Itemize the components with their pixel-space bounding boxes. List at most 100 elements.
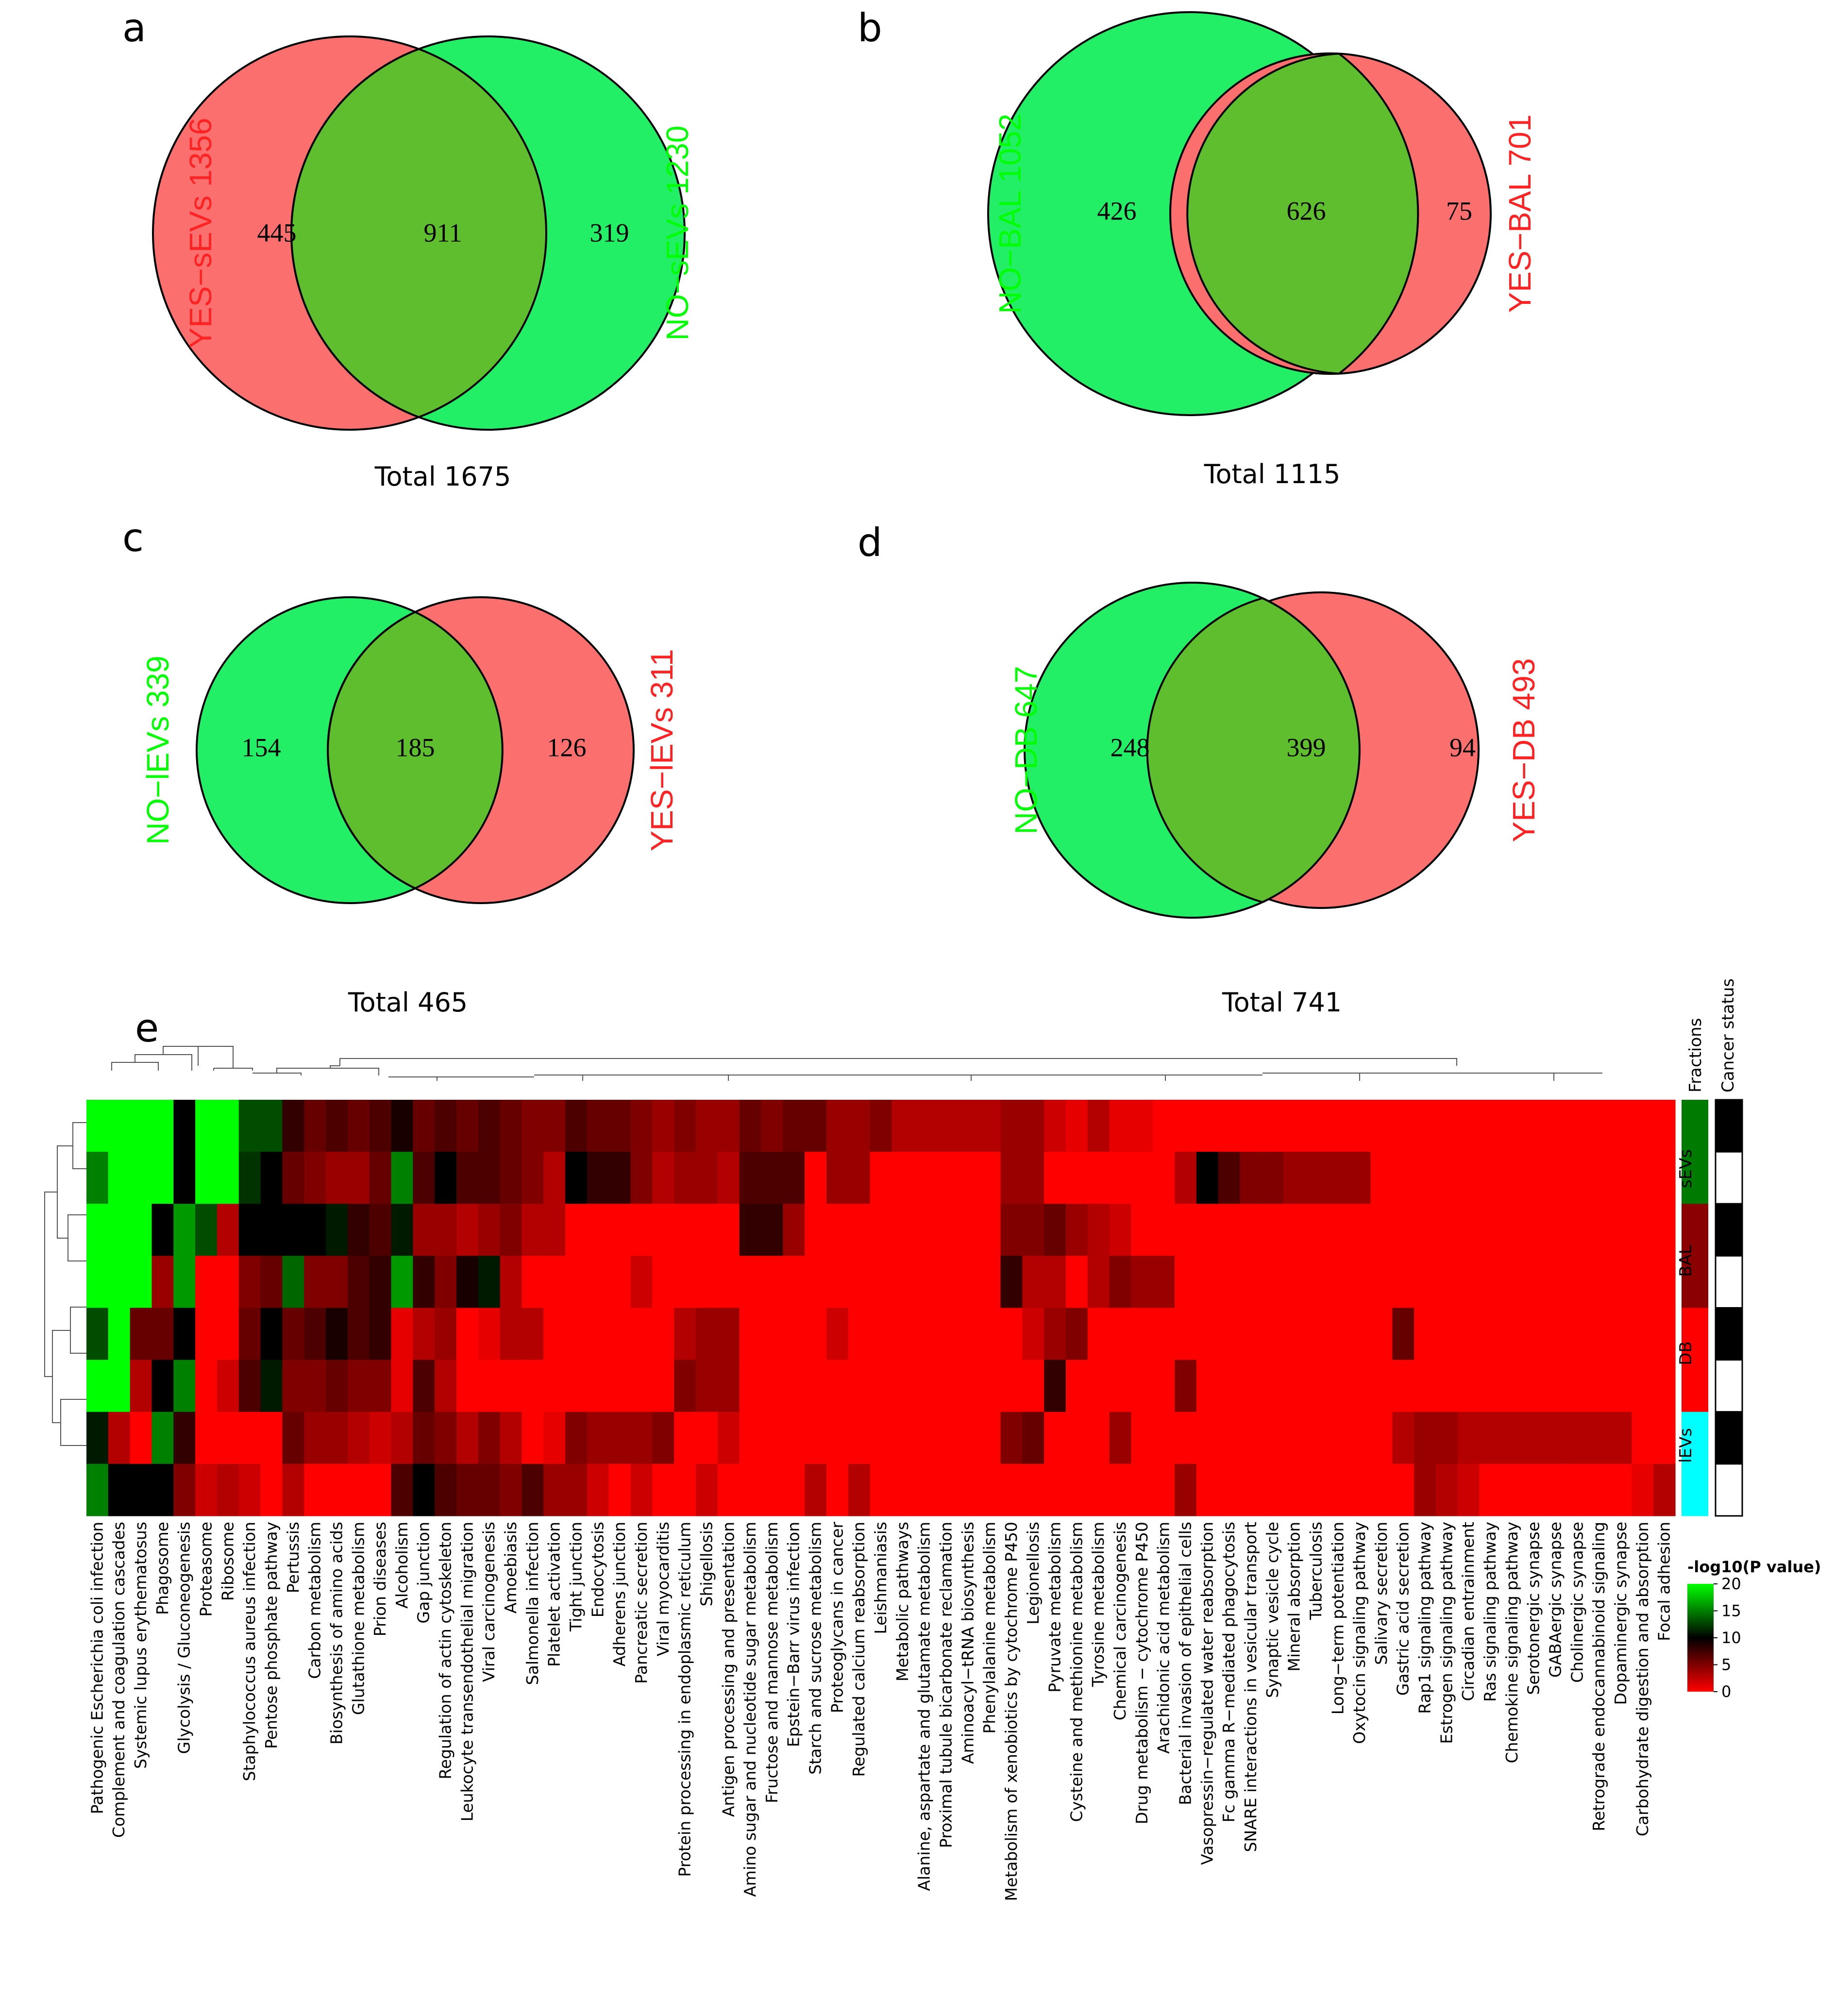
heatmap-cell <box>761 1204 783 1256</box>
heatmap-cell <box>1153 1100 1175 1152</box>
heatmap-col-label: Carbohydrate digestion and absorption <box>1633 1522 1652 1836</box>
heatmap-cell <box>369 1308 392 1361</box>
heatmap-cell <box>173 1360 196 1412</box>
legend-tick-label: 20 <box>1721 1575 1741 1593</box>
heatmap-cell <box>130 1152 152 1204</box>
heatmap-cell <box>369 1360 392 1412</box>
heatmap-col-label: Mineral absorption <box>1285 1522 1304 1672</box>
heatmap-cell <box>957 1411 979 1464</box>
heatmap-cell <box>935 1204 958 1256</box>
heatmap-cell <box>870 1100 892 1152</box>
venn-b-right-label: YES−BAL 701 <box>1502 115 1537 313</box>
heatmap-cell <box>238 1256 261 1309</box>
heatmap-cell <box>1283 1411 1306 1464</box>
heatmap-cell <box>1240 1360 1262 1412</box>
heatmap-cell <box>347 1152 370 1204</box>
heatmap-cell <box>173 1256 196 1309</box>
heatmap-cell <box>304 1152 326 1204</box>
heatmap-cell <box>435 1308 457 1361</box>
heatmap-cell <box>1175 1204 1197 1256</box>
fraction-cell <box>1682 1204 1708 1256</box>
venn-c-left-label: NO−lEVs 339 <box>140 655 175 845</box>
heatmap-cell <box>456 1411 479 1464</box>
heatmap-cell <box>674 1411 696 1464</box>
heatmap-cell <box>522 1256 544 1309</box>
heatmap-cell <box>1109 1256 1132 1309</box>
venn-b-overlap-count: 626 <box>1287 196 1326 225</box>
heatmap-cell <box>935 1360 958 1412</box>
heatmap-cell <box>1218 1204 1241 1256</box>
heatmap-col-label: Glutathione metabolism <box>349 1522 368 1715</box>
heatmap-cell <box>1370 1463 1393 1516</box>
heatmap-cell <box>1153 1308 1175 1361</box>
heatmap-col-label: GABAergic synapse <box>1546 1522 1565 1678</box>
venn-b-total: Total 1115 <box>1204 459 1341 489</box>
heatmap-col-label: Proteoglycans in cancer <box>827 1522 846 1714</box>
heatmap-cell <box>1131 1256 1153 1309</box>
heatmap-cell <box>652 1152 674 1204</box>
heatmap-cell <box>543 1204 566 1256</box>
heatmap-cell <box>1545 1204 1567 1256</box>
heatmap-cell <box>108 1463 131 1516</box>
fraction-cell <box>1682 1360 1708 1412</box>
annotations: Fractions Cancer status sEVs BAL DB lEVs <box>1676 978 1743 1517</box>
cancer-status-cell <box>1715 1099 1743 1153</box>
heatmap-cell <box>1109 1360 1132 1412</box>
heatmap-cell <box>1632 1256 1654 1309</box>
heatmap-cell <box>652 1100 674 1152</box>
fraction-cell <box>1682 1411 1708 1464</box>
heatmap-cell <box>717 1152 740 1204</box>
fraction-cell <box>1682 1308 1708 1361</box>
heatmap-cell <box>217 1463 239 1516</box>
heatmap-cell <box>500 1463 522 1516</box>
heatmap-cell <box>130 1411 152 1464</box>
heatmap-cell <box>282 1204 304 1256</box>
heatmap-cell <box>1566 1308 1589 1361</box>
heatmap-cell <box>282 1411 304 1464</box>
heatmap-cell <box>369 1463 392 1516</box>
heatmap-cell <box>195 1360 218 1412</box>
heatmap-cell <box>1087 1463 1110 1516</box>
heatmap-col-label: Salmonella infection <box>523 1522 542 1685</box>
heatmap-cell <box>1566 1152 1589 1204</box>
heatmap-cell <box>1175 1411 1197 1464</box>
heatmap-cell <box>1175 1152 1197 1204</box>
heatmap-cell <box>1523 1411 1545 1464</box>
heatmap-cell <box>826 1360 849 1412</box>
heatmap-col-label: Cysteine and methionine metabolism <box>1067 1522 1086 1822</box>
heatmap-cell <box>108 1411 131 1464</box>
heatmap-cell <box>1327 1360 1349 1412</box>
venn-d-total: Total 741 <box>1222 987 1342 1018</box>
heatmap-cell <box>1370 1360 1393 1412</box>
heatmap-cell <box>565 1204 588 1256</box>
heatmap-cell <box>391 1411 413 1464</box>
heatmap-cell <box>870 1308 892 1361</box>
heatmap-col-label: Proteasome <box>197 1522 216 1617</box>
heatmap-cell <box>1457 1256 1480 1309</box>
heatmap-cell <box>1065 1204 1088 1256</box>
heatmap-cell <box>1000 1204 1023 1256</box>
heatmap-cell <box>1000 1256 1023 1309</box>
heatmap-cell <box>761 1100 783 1152</box>
heatmap-cell <box>130 1100 152 1152</box>
heatmap-cell <box>1653 1360 1676 1412</box>
heatmap-col-label: Complement and coagulation cascades <box>109 1522 128 1838</box>
heatmap-cell <box>260 1463 283 1516</box>
heatmap-cell <box>783 1204 805 1256</box>
venn-d-right-label: YES−DB 493 <box>1506 658 1541 842</box>
heatmap-cell <box>652 1463 674 1516</box>
heatmap-cell <box>1196 1411 1219 1464</box>
heatmap-cell <box>848 1411 871 1464</box>
heatmap-col-label: Starch and sucrose metabolism <box>806 1522 825 1775</box>
heatmap-cell <box>848 1463 871 1516</box>
cancer-status-cell <box>1715 1463 1743 1517</box>
heatmap-cell <box>652 1411 674 1464</box>
heatmap-cell <box>260 1308 283 1361</box>
heatmap-cell <box>1262 1256 1284 1309</box>
heatmap-cell <box>522 1152 544 1204</box>
venn-b-overlap <box>1186 52 1419 375</box>
heatmap-cell <box>1262 1411 1284 1464</box>
heatmap-cell <box>1566 1256 1589 1309</box>
heatmap-cell <box>347 1411 370 1464</box>
heatmap-cell <box>608 1463 631 1516</box>
